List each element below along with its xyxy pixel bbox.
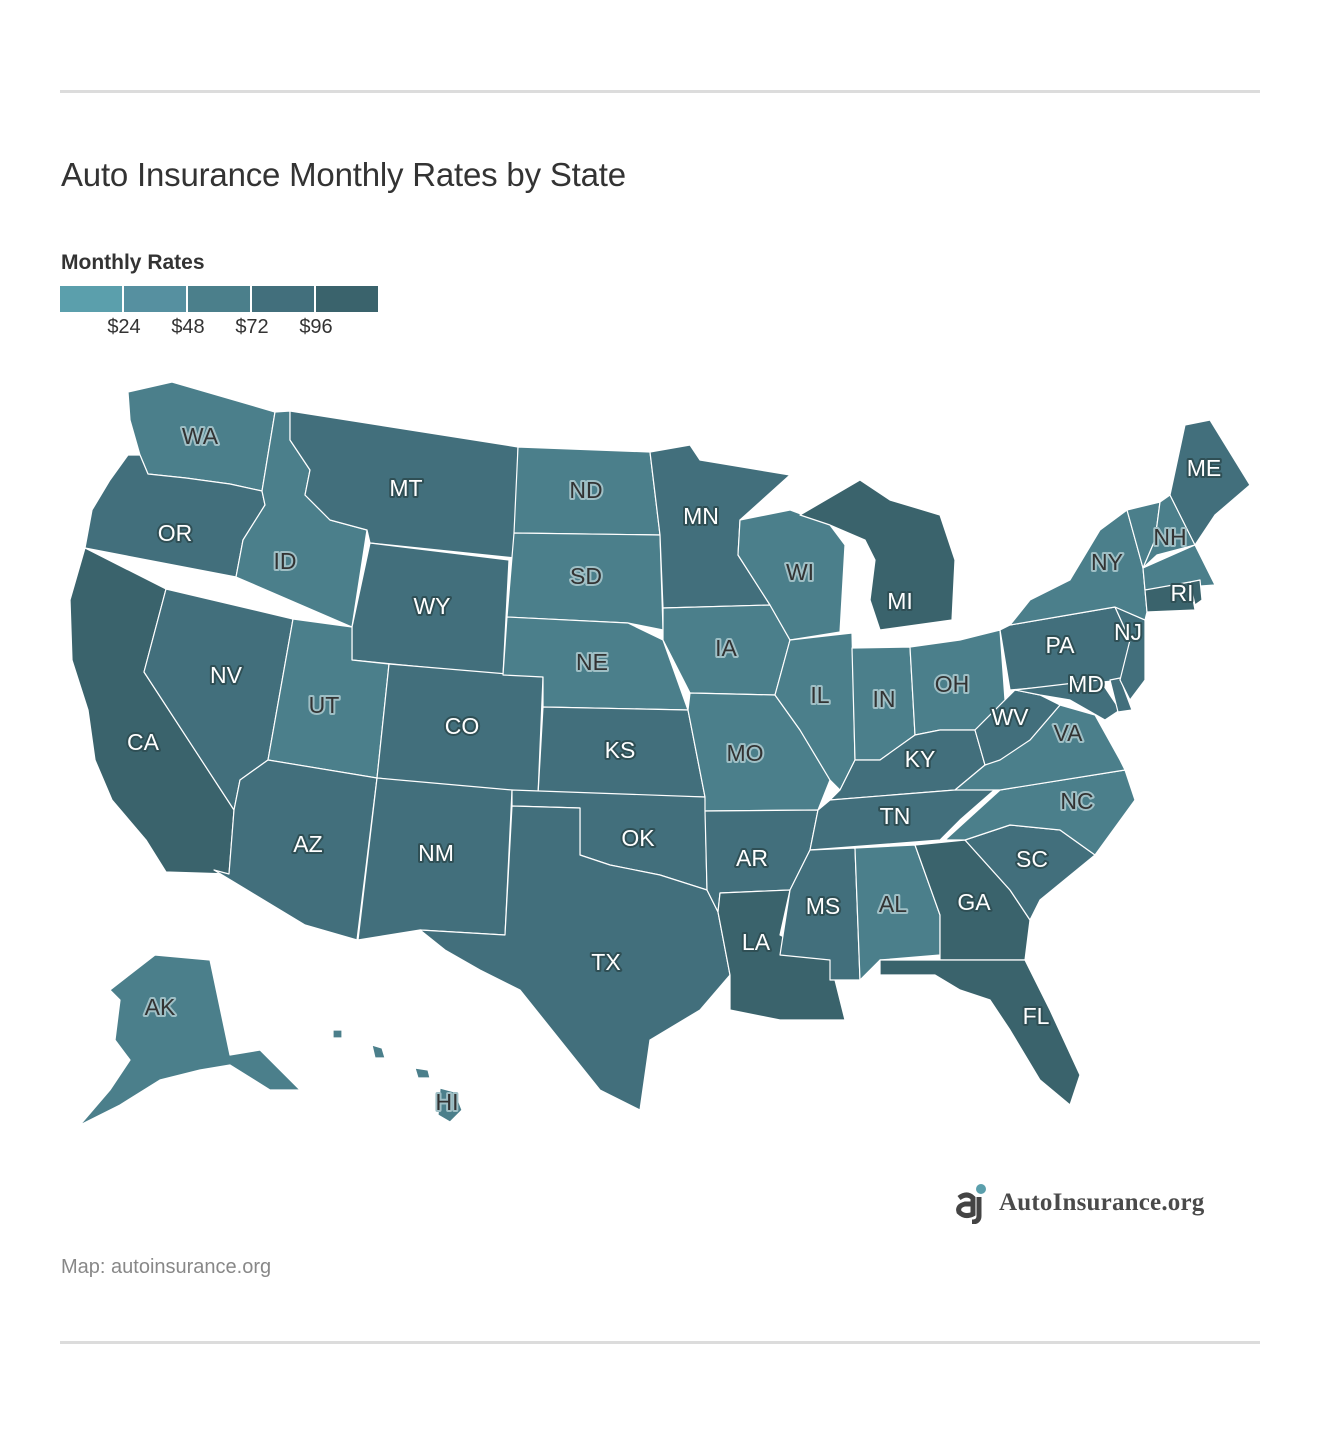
label-ia: IA	[715, 635, 737, 661]
label-ky: KY	[905, 746, 936, 772]
label-az: AZ	[293, 831, 322, 857]
state-md[interactable]	[1014, 679, 1121, 721]
legend-swatch-3	[188, 286, 250, 312]
label-ok: OK	[621, 825, 655, 851]
legend-swatch-4	[252, 286, 314, 312]
state-me[interactable]	[1169, 419, 1251, 546]
state-sd[interactable]	[506, 532, 664, 631]
label-il: IL	[810, 682, 829, 708]
label-pa: PA	[1046, 632, 1076, 658]
label-tx: TX	[591, 949, 620, 975]
label-mo: MO	[726, 740, 763, 766]
label-hi: HI	[436, 1089, 459, 1115]
state-hi-islands[interactable]	[371, 1044, 386, 1059]
label-wy: WY	[413, 593, 450, 619]
legend-ticks: $24 $48 $72 $96	[0, 316, 420, 346]
label-ms: MS	[806, 893, 841, 919]
label-ny: NY	[1091, 549, 1123, 575]
label-sd: SD	[570, 563, 602, 589]
source-credit: Map: autoinsurance.org	[61, 1256, 272, 1278]
legend-tick: $96	[299, 316, 333, 338]
state-tx[interactable]	[419, 805, 731, 1111]
label-ak: AK	[145, 994, 176, 1020]
label-va: VA	[1054, 720, 1084, 746]
us-choropleth-map: WA OR CA ID NV MT WY UT AZ CO NM ND SD N…	[0, 360, 1320, 1160]
state-ri[interactable]	[1189, 579, 1203, 606]
state-ak[interactable]	[79, 954, 301, 1126]
state-ny[interactable]	[1009, 509, 1148, 626]
legend-tick: $72	[235, 316, 269, 338]
top-divider	[60, 90, 1260, 93]
label-ri: RI	[1171, 580, 1194, 606]
brand-logo[interactable]: AutoInsurance.org	[955, 1182, 1205, 1225]
state-hi[interactable]	[437, 1087, 463, 1123]
label-al: AL	[879, 891, 907, 917]
label-md: MD	[1068, 671, 1104, 697]
legend-title: Monthly Rates	[61, 251, 205, 274]
state-tn[interactable]	[809, 784, 1001, 851]
label-ga: GA	[957, 889, 991, 915]
label-mi: MI	[887, 588, 913, 614]
label-tn: TN	[880, 803, 911, 829]
label-ar: AR	[736, 845, 768, 871]
label-co: CO	[445, 713, 480, 739]
label-nj: NJ	[1114, 619, 1142, 645]
label-or: OR	[158, 520, 193, 546]
label-fl: FL	[1023, 1003, 1050, 1029]
label-mt: MT	[389, 475, 422, 501]
legend-color-scale	[60, 286, 378, 312]
label-me: ME	[1187, 455, 1222, 481]
state-wv[interactable]	[974, 689, 1061, 766]
label-wv: WV	[991, 704, 1029, 730]
label-nh: NH	[1153, 524, 1186, 550]
label-in: IN	[873, 686, 896, 712]
state-de[interactable]	[1109, 677, 1133, 713]
label-oh: OH	[935, 671, 970, 697]
legend-tick: $24	[107, 316, 141, 338]
state-hi-islands[interactable]	[414, 1067, 431, 1079]
logo-icon	[955, 1182, 989, 1225]
legend-swatch-5	[316, 286, 378, 312]
label-la: LA	[742, 929, 771, 955]
state-hi-islands[interactable]	[332, 1029, 343, 1039]
logo-text: AutoInsurance.org	[999, 1189, 1205, 1216]
label-id: ID	[274, 548, 297, 574]
label-nc: NC	[1060, 788, 1093, 814]
label-ut: UT	[309, 692, 340, 718]
label-ca: CA	[127, 729, 160, 755]
chart-title: Auto Insurance Monthly Rates by State	[61, 156, 626, 193]
label-sc: SC	[1016, 846, 1048, 872]
label-ks: KS	[605, 737, 636, 763]
label-nv: NV	[210, 662, 243, 688]
state-fl[interactable]	[879, 959, 1081, 1106]
label-wa: WA	[182, 423, 219, 449]
legend-tick: $48	[171, 316, 205, 338]
state-ct[interactable]	[1144, 581, 1196, 613]
label-nm: NM	[418, 840, 454, 866]
label-wi: WI	[786, 559, 814, 585]
state-ma[interactable]	[1142, 544, 1216, 591]
legend-swatch-2	[124, 286, 186, 312]
label-mn: MN	[683, 503, 719, 529]
label-ne: NE	[576, 649, 608, 675]
legend-swatch-1	[60, 286, 122, 312]
bottom-divider	[60, 1341, 1260, 1344]
label-nd: ND	[569, 477, 602, 503]
state-mi[interactable]	[799, 479, 956, 631]
